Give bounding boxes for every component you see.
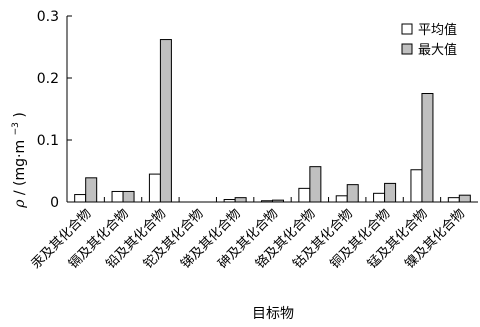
y-tick-label: 0 — [50, 195, 59, 211]
y-axis-symbol: ρ — [12, 199, 28, 209]
bar-maximum — [421, 93, 434, 203]
bar-average — [261, 200, 273, 203]
y-axis-unit-exponent: −3 — [11, 122, 21, 135]
bar-average — [298, 187, 311, 203]
y-tick-label: 0.1 — [37, 133, 59, 149]
chart-bars — [74, 39, 471, 203]
bar-average — [148, 173, 161, 203]
legend-label-maximum: 最大值 — [418, 42, 457, 58]
bar-average — [410, 169, 423, 203]
y-axis-unit: / (mg·m — [12, 140, 28, 195]
x-axis-title: 目标物 — [252, 306, 294, 322]
bar-average — [335, 195, 348, 203]
bar-average — [223, 199, 236, 203]
y-tick-label: 0.3 — [37, 9, 59, 25]
bar-maximum — [234, 197, 247, 203]
bar-maximum — [85, 177, 98, 203]
legend-swatch-maximum — [401, 43, 413, 55]
y-tick-label: 0.2 — [37, 71, 59, 87]
y-axis-title: ρ / (mg·m −3 ) — [6, 112, 28, 209]
bar-maximum — [122, 190, 135, 203]
y-axis-unit-close: ) — [12, 112, 28, 117]
chart-axes: 0 0.1 0.2 0.3 — [37, 9, 478, 211]
bar-average — [373, 192, 386, 203]
bar-maximum — [309, 166, 322, 203]
x-tick-labels: 汞及其化合物镉及其化合物铅及其化合物铊及其化合物锑及其化合物砷及其化合物铬及其化… — [29, 206, 468, 272]
bar-maximum — [272, 199, 284, 203]
bar-maximum — [384, 182, 397, 203]
bar-average — [447, 197, 460, 203]
bar-maximum — [159, 39, 172, 203]
legend-label-average: 平均值 — [418, 22, 457, 38]
bar-average — [111, 190, 124, 203]
legend-swatch-average — [401, 23, 413, 35]
bar-average — [74, 194, 87, 203]
bar-maximum — [458, 194, 471, 203]
bar-maximum — [346, 184, 359, 203]
